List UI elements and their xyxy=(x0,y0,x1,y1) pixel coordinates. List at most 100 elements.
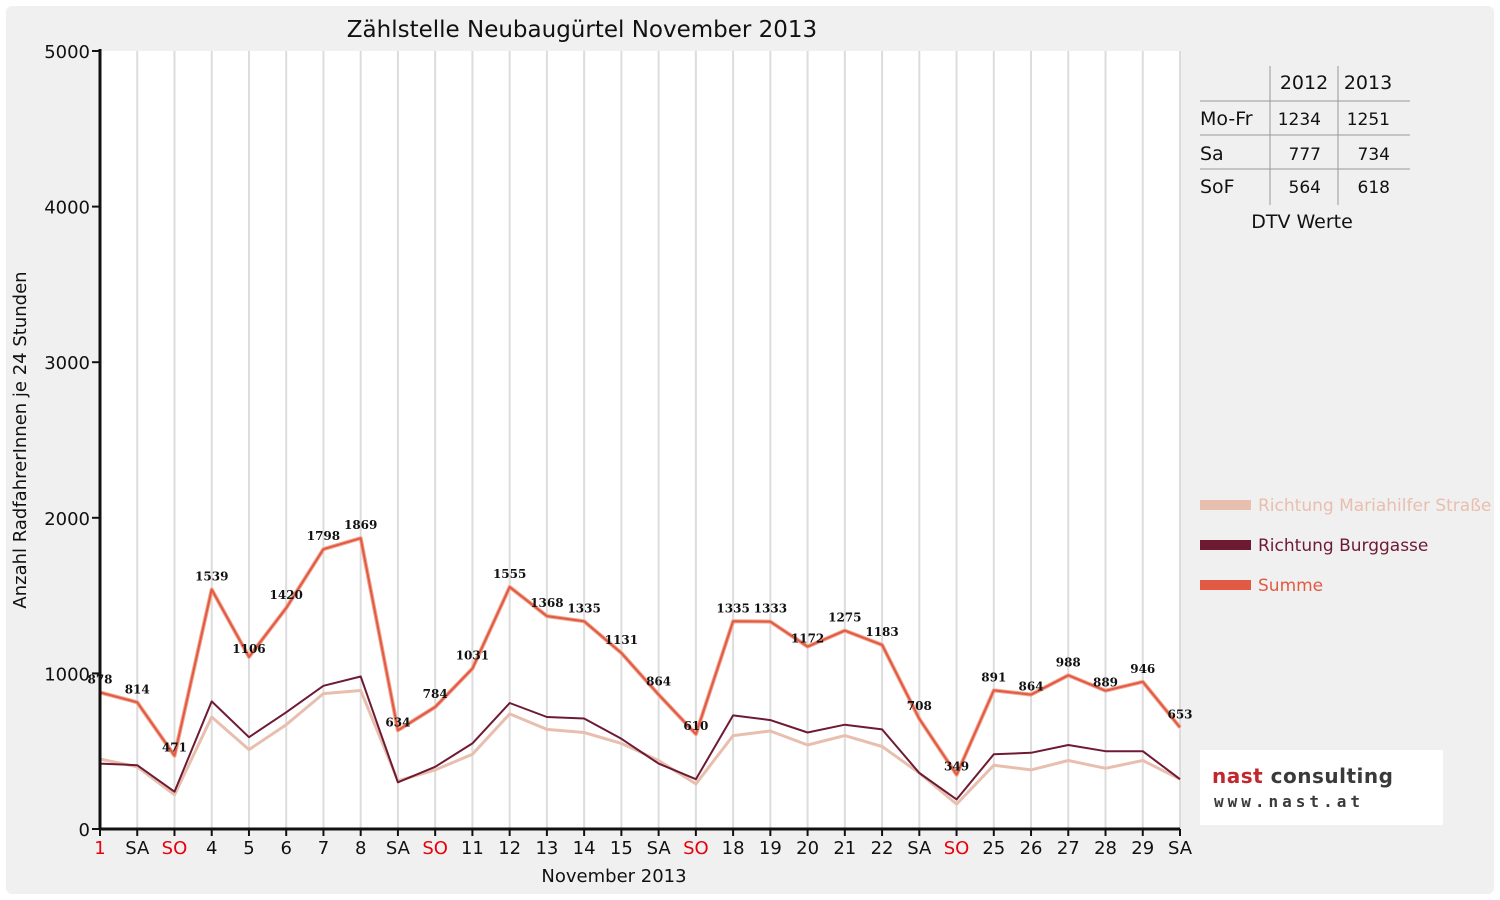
x-tick-label: 28 xyxy=(1094,838,1117,859)
dtv-cell: 734 xyxy=(1358,145,1390,165)
data-label: 1335 xyxy=(567,601,600,615)
data-label: 634 xyxy=(385,715,410,729)
data-label: 1368 xyxy=(530,596,563,610)
y-tick-label: 1000 xyxy=(44,664,90,685)
x-tick-label: 8 xyxy=(355,838,366,859)
dtv-cell: 1234 xyxy=(1278,110,1321,130)
data-label: 1335 xyxy=(716,601,749,615)
data-label: 1106 xyxy=(232,642,265,656)
dtv-row-label: SoF xyxy=(1200,176,1235,198)
data-label: 708 xyxy=(907,699,932,713)
series-line-summe xyxy=(99,537,1181,776)
x-tick-label: 12 xyxy=(498,838,521,859)
y-axis-title: Anzahl RadfahrerInnen je 24 Stunden xyxy=(10,271,31,608)
x-tick-label: 13 xyxy=(535,838,558,859)
data-label: 891 xyxy=(981,670,1006,684)
data-label: 814 xyxy=(125,682,150,696)
x-tick-label: SA xyxy=(647,838,672,859)
x-tick-label: SA xyxy=(907,838,932,859)
x-tick-label: SO xyxy=(162,838,188,859)
data-label: 471 xyxy=(162,741,187,755)
data-label: 653 xyxy=(1167,707,1192,721)
x-tick-label: 14 xyxy=(573,838,596,859)
x-tick-label: 29 xyxy=(1131,838,1154,859)
grid-lines xyxy=(100,51,1181,829)
series-line-burggasse xyxy=(99,675,1181,801)
y-tick-label: 0 xyxy=(79,820,90,841)
dtv-cell: 1251 xyxy=(1347,110,1390,130)
y-tick-label: 2000 xyxy=(44,509,90,530)
data-label: 1555 xyxy=(493,567,526,581)
x-tick-label: SO xyxy=(683,838,709,859)
data-label: 1131 xyxy=(605,633,638,647)
x-tick-label: 1 xyxy=(94,838,105,859)
legend-swatch xyxy=(1200,580,1251,590)
nast-consulting-logo: nast consulting www.nast.at xyxy=(1200,750,1443,825)
data-label: 1420 xyxy=(270,588,303,602)
x-tick-label: SA xyxy=(386,838,411,859)
data-label: 1275 xyxy=(828,611,861,625)
legend-entry: Richtung Burggasse xyxy=(1258,536,1428,556)
data-label: 864 xyxy=(1019,680,1044,694)
x-tick-label: 15 xyxy=(610,838,633,859)
dtv-row-label: Mo-Fr xyxy=(1200,108,1253,130)
x-tick-label: 25 xyxy=(982,838,1005,859)
data-label: 878 xyxy=(87,672,112,686)
data-label: 946 xyxy=(1130,662,1155,676)
x-axis-title: November 2013 xyxy=(541,866,686,887)
dtv-caption: DTV Werte xyxy=(1251,211,1353,233)
axes xyxy=(98,49,1180,831)
data-label: 1869 xyxy=(344,518,377,532)
x-tick-label: 6 xyxy=(280,838,291,859)
x-tick-label: SA xyxy=(125,838,150,859)
data-label: 1031 xyxy=(456,649,489,663)
legend-entry: Summe xyxy=(1258,576,1323,596)
y-tick-label: 3000 xyxy=(44,353,90,374)
dtv-row-label: Sa xyxy=(1200,143,1224,165)
legend-swatch xyxy=(1200,500,1251,510)
x-tick-label: 26 xyxy=(1020,838,1043,859)
data-label: 1539 xyxy=(195,570,228,584)
logo-url: www.nast.at xyxy=(1214,792,1364,811)
x-tick-label: 11 xyxy=(461,838,484,859)
data-label: 889 xyxy=(1093,676,1118,690)
y-tick-label: 5000 xyxy=(44,42,90,63)
data-label: 1183 xyxy=(865,625,898,639)
dtv-cell: 564 xyxy=(1289,178,1321,198)
data-label: 784 xyxy=(423,687,448,701)
dtv-header-2013: 2013 xyxy=(1344,72,1392,94)
dtv-header-2012: 2012 xyxy=(1280,72,1328,94)
legend-swatch xyxy=(1200,540,1251,550)
dtv-cell: 618 xyxy=(1358,178,1390,198)
data-label: 610 xyxy=(683,719,708,733)
data-label: 1798 xyxy=(307,529,340,543)
x-tick-labels: 1 SA SO 4 5 6 7 8 SA SO 11 12 13 14 15 SA SO 18 19 20 21 22 SA… xyxy=(94,829,1193,859)
x-tick-label: SO xyxy=(944,838,970,859)
data-label: 988 xyxy=(1056,655,1081,669)
x-tick-label: 21 xyxy=(833,838,856,859)
x-tick-label: SO xyxy=(422,838,448,859)
x-tick-label: 19 xyxy=(759,838,782,859)
x-tick-label: SA xyxy=(1168,838,1193,859)
legend-entry: Richtung Mariahilfer Straße xyxy=(1258,496,1491,516)
x-tick-label: 4 xyxy=(206,838,217,859)
logo-name-part1: nast xyxy=(1212,764,1264,788)
legend: Richtung Mariahilfer Straße Richtung Burg… xyxy=(1200,496,1491,596)
data-label: 1172 xyxy=(791,632,824,646)
x-tick-label: 5 xyxy=(243,838,254,859)
x-tick-label: 7 xyxy=(318,838,329,859)
plot-area xyxy=(100,51,1180,829)
series-lines xyxy=(99,536,1182,806)
chart-title: Zählstelle Neubaugürtel November 2013 xyxy=(347,17,817,43)
y-tick-labels: 0 1000 2000 3000 4000 5000 xyxy=(44,42,100,841)
x-tick-label: 18 xyxy=(722,838,745,859)
logo-name-part2: consulting xyxy=(1263,764,1394,788)
x-tick-label: 27 xyxy=(1057,838,1080,859)
data-label: 864 xyxy=(646,675,671,689)
data-label: 349 xyxy=(944,760,969,774)
x-tick-label: 22 xyxy=(871,838,894,859)
dtv-table: 2012 2013 Mo-Fr 1234 1251 Sa 777 734 SoF… xyxy=(1200,66,1410,233)
data-label: 1333 xyxy=(754,602,787,616)
logo-name: nast consulting xyxy=(1212,764,1393,788)
